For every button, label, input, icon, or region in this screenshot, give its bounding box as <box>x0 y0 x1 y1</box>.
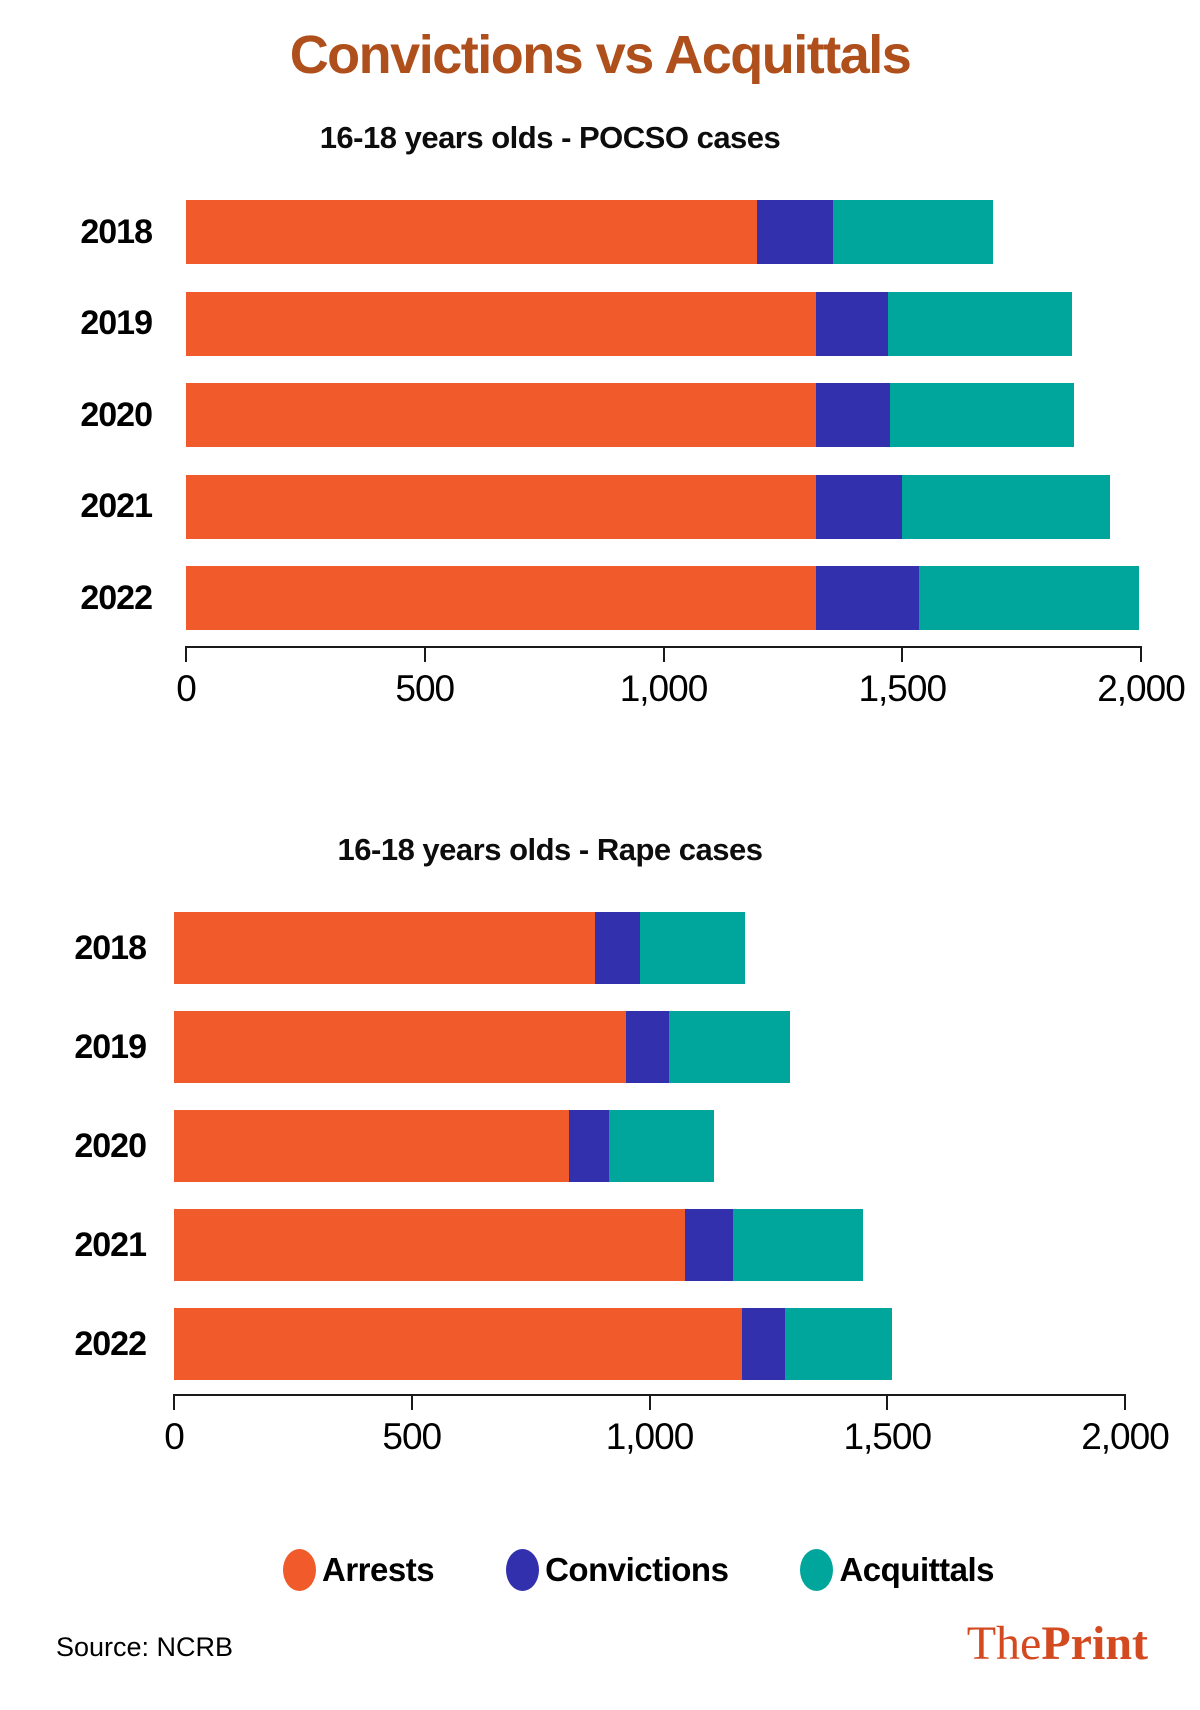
axis-tick-1,500 <box>901 646 904 662</box>
year-label-2021: 2021 <box>74 1225 147 1264</box>
bar-row-2019 <box>186 291 1141 356</box>
bar-segment-arrests-2019 <box>186 291 817 356</box>
year-label-2018: 2018 <box>80 212 153 251</box>
bar-row-2022 <box>186 566 1141 630</box>
bar-segment-arrests-2021 <box>186 474 817 539</box>
year-label-2019: 2019 <box>74 1027 147 1066</box>
axis-tick-1,000 <box>662 646 665 662</box>
axis-tick-2,000 <box>1140 646 1142 662</box>
chart1-x-axis: 0 500 1,000 1,500 2,000 <box>176 646 1186 726</box>
arrests-dot-icon <box>283 1549 316 1591</box>
page-title: Convictions vs Acquittals <box>289 25 912 85</box>
axis-tick-500 <box>410 1394 413 1410</box>
legend-label-acquittals: Acquittals <box>839 1551 994 1588</box>
convictions-dot-icon <box>506 1549 540 1591</box>
axis-tick-label-1,000: 1,000 <box>605 1416 695 1457</box>
bar-segment-arrests-2020 <box>174 1110 569 1182</box>
axis-tick-label-2,000: 2,000 <box>1081 1416 1170 1457</box>
legend-item-acquittals: Acquittals <box>800 1549 994 1591</box>
legend-label-arrests: Arrests <box>322 1551 435 1588</box>
bar-segment-acquittals-2020 <box>890 383 1075 447</box>
axis-tick-label-1,000: 1,000 <box>619 668 709 709</box>
axis-tick-label-1,500: 1,500 <box>858 668 947 709</box>
chart1-plot-area <box>186 200 1141 630</box>
bar-segment-acquittals-2018 <box>833 200 993 264</box>
bar-segment-arrests-2022 <box>186 566 817 630</box>
bar-segment-acquittals-2022 <box>918 566 1139 630</box>
axis-tick-1,500 <box>886 1394 889 1410</box>
bar-row-2020 <box>174 1110 1125 1182</box>
logo-the: The <box>966 1617 1042 1670</box>
chart2-year-labels: 2018 2019 2020 2021 2022 <box>32 912 147 1380</box>
axis-tick-500 <box>423 646 426 662</box>
year-label-2019: 2019 <box>80 304 153 342</box>
year-label-2022: 2022 <box>80 578 153 617</box>
axis-tick-label-500: 500 <box>395 668 455 709</box>
chart2-subtitle: 16-18 years olds - Rape cases <box>337 832 763 867</box>
bar-segment-arrests-2018 <box>186 200 757 264</box>
bar-segment-convictions-2022 <box>816 566 919 630</box>
axis-tick-label-0: 0 <box>176 668 197 709</box>
bar-segment-acquittals-2019 <box>668 1011 790 1083</box>
axis-tick-2,000 <box>1124 1394 1126 1410</box>
logo-print: Print <box>1041 1617 1148 1670</box>
bar-segment-acquittals-2018 <box>639 912 745 984</box>
bar-segment-convictions-2020 <box>816 383 891 447</box>
year-label-2020: 2020 <box>74 1126 147 1165</box>
year-label-2021: 2021 <box>80 487 153 525</box>
axis-tick-label-0: 0 <box>164 1416 185 1457</box>
bar-row-2020 <box>186 383 1141 447</box>
year-label-2022: 2022 <box>74 1324 147 1363</box>
bar-segment-convictions-2020 <box>568 1110 610 1182</box>
bar-segment-arrests-2022 <box>174 1308 743 1380</box>
bar-row-2022 <box>174 1308 1125 1380</box>
theprint-logo: ThePrint <box>967 1618 1148 1670</box>
chart1-subtitle: 16-18 years olds - POCSO cases <box>319 120 781 155</box>
bar-segment-acquittals-2019 <box>887 291 1072 356</box>
year-label-2018: 2018 <box>74 928 147 967</box>
axis-tick-0 <box>185 646 187 662</box>
bar-segment-convictions-2018 <box>756 200 833 264</box>
axis-tick-label-2,000: 2,000 <box>1097 668 1186 709</box>
legend-item-arrests: Arrests <box>283 1549 435 1591</box>
bar-segment-acquittals-2021 <box>902 474 1110 539</box>
bar-segment-arrests-2019 <box>174 1011 626 1083</box>
bar-row-2019 <box>174 1011 1125 1083</box>
chart1-year-labels: 2018 2019 2020 2021 2022 <box>38 200 153 630</box>
axis-tick-0 <box>173 1394 175 1410</box>
axis-tick-label-1,500: 1,500 <box>843 1416 932 1457</box>
axis-tick-1,000 <box>648 1394 651 1410</box>
legend-item-convictions: Convictions <box>506 1549 729 1591</box>
bar-segment-acquittals-2022 <box>785 1308 892 1380</box>
bar-segment-arrests-2021 <box>174 1209 686 1281</box>
bar-row-2021 <box>174 1209 1125 1281</box>
bar-segment-arrests-2018 <box>174 912 595 984</box>
bar-segment-convictions-2021 <box>816 474 903 539</box>
bar-row-2021 <box>186 474 1141 539</box>
chart2-plot-area <box>174 912 1125 1380</box>
source-note: Source: NCRB <box>56 1632 234 1662</box>
bar-segment-convictions-2019 <box>816 291 888 356</box>
bar-row-2018 <box>186 200 1141 264</box>
acquittals-dot-icon <box>800 1549 834 1591</box>
legend: Arrests Convictions Acquittals <box>283 1542 994 1598</box>
bar-segment-arrests-2020 <box>186 383 817 447</box>
bar-segment-acquittals-2020 <box>609 1110 714 1182</box>
axis-tick-label-500: 500 <box>382 1416 442 1457</box>
year-label-2020: 2020 <box>80 395 153 434</box>
legend-label-convictions: Convictions <box>545 1551 729 1588</box>
bar-segment-convictions-2019 <box>625 1011 669 1083</box>
chart2-x-axis: 0 500 1,000 1,500 2,000 <box>164 1394 1170 1474</box>
bar-segment-convictions-2021 <box>685 1209 733 1281</box>
bar-row-2018 <box>174 912 1125 984</box>
bar-segment-acquittals-2021 <box>732 1209 864 1281</box>
bar-segment-convictions-2018 <box>594 912 640 984</box>
bar-segment-convictions-2022 <box>742 1308 785 1380</box>
